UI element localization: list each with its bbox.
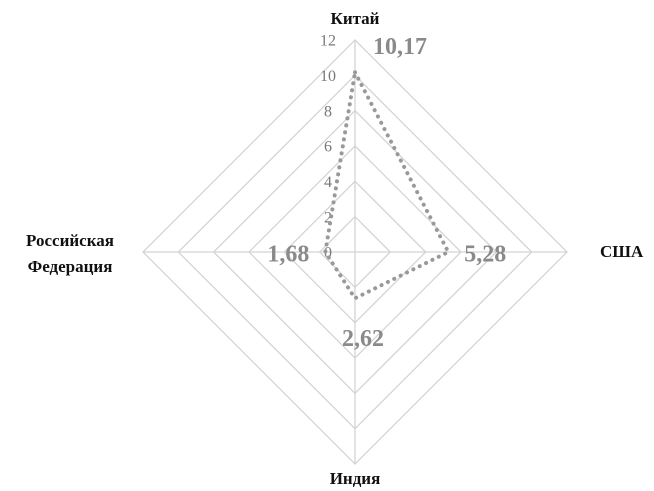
value-label: 5,28 [464, 242, 506, 268]
category-label: Индия [330, 469, 381, 488]
value-label: 10,17 [373, 34, 427, 60]
tick-label: 2 [324, 209, 332, 226]
value-label: 1,68 [267, 242, 309, 268]
value-label: 2,62 [342, 326, 384, 352]
tick-label: 10 [320, 68, 336, 85]
tick-label: 12 [320, 33, 336, 50]
tick-label: 6 [324, 139, 332, 156]
tick-label: 4 [324, 174, 332, 191]
category-label: Китай [331, 9, 380, 28]
tick-label: 8 [324, 103, 332, 120]
category-label: Российская Федерация [26, 231, 114, 276]
series-line [323, 66, 451, 301]
tick-label: 0 [324, 245, 332, 262]
category-label: США [600, 242, 644, 261]
